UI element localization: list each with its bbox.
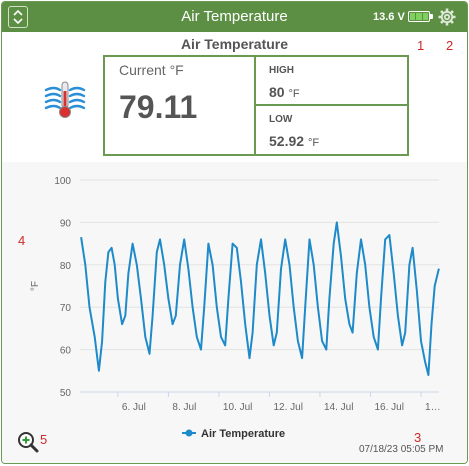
y-tick-label: 90 — [60, 218, 72, 229]
widget-title: Air Temperature — [181, 8, 288, 25]
last-updated-timestamp: 07/18/23 05:05 PM — [359, 444, 444, 455]
y-tick-label: 70 — [60, 303, 72, 314]
x-tick-label: 12. Jul — [273, 402, 302, 413]
x-tick-label: 14. Jul — [324, 402, 353, 413]
high-label: HIGH — [269, 65, 294, 76]
high-value: 80 °F — [269, 84, 300, 100]
chart-panel: 50 60 70 80 90 100 °F 6. Jul 8. Jul 10. Jul 12. Ju… — [2, 162, 467, 463]
thermometer-wind-icon — [44, 81, 86, 118]
y-tick-label: 60 — [60, 346, 72, 357]
low-label: LOW — [269, 114, 293, 125]
x-tick-label: 16. Jul — [374, 402, 403, 413]
y-axis-label: °F — [30, 281, 41, 291]
collapse-toggle[interactable] — [8, 6, 28, 28]
x-tick-label: 6. Jul — [122, 402, 146, 413]
legend-marker — [185, 429, 193, 437]
battery-full-icon — [408, 11, 430, 22]
chevron-up-down-icon — [13, 9, 23, 25]
sensor-name: Air Temperature — [180, 36, 289, 52]
legend-label: Air Temperature — [201, 428, 285, 440]
gear-icon[interactable] — [438, 8, 456, 26]
x-tick-label: 10. Jul — [223, 402, 252, 413]
low-value: 52.92 °F — [269, 133, 320, 149]
zoom-in-icon[interactable] — [17, 431, 39, 453]
annotation-5: 5 — [40, 432, 48, 447]
series-line — [80, 221, 440, 376]
current-label: Current °F — [119, 62, 184, 78]
x-tick-label: 8. Jul — [172, 402, 196, 413]
y-tick-label: 100 — [54, 176, 71, 187]
y-tick-label: 50 — [60, 388, 72, 399]
annotation-3: 3 — [414, 430, 422, 445]
battery-terminal — [430, 14, 433, 19]
y-tick-label: 80 — [60, 261, 72, 272]
temperature-chart[interactable]: 50 60 70 80 90 100 °F 6. Jul 8. Jul 10. Jul 12. Ju… — [2, 162, 467, 463]
annotation-2: 2 — [446, 38, 454, 53]
annotation-4: 4 — [18, 233, 26, 248]
current-value: 79.11 — [119, 89, 198, 125]
readings-panel: Current °F 79.11 HIGH 80 °F LOW 52.92 °F — [103, 55, 409, 156]
x-tick-label: 1… — [425, 402, 441, 413]
battery-voltage: 13.6 V — [373, 11, 405, 23]
annotation-1: 1 — [417, 38, 425, 53]
widget-header: Air Temperature 13.6 V — [2, 2, 467, 32]
